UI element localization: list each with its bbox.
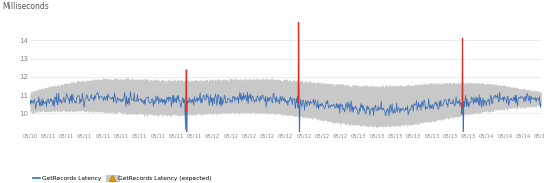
- Text: Milliseconds: Milliseconds: [2, 2, 48, 11]
- Legend: GetRecords Latency, GetRecords Latency (expected): GetRecords Latency, GetRecords Latency (…: [33, 176, 212, 182]
